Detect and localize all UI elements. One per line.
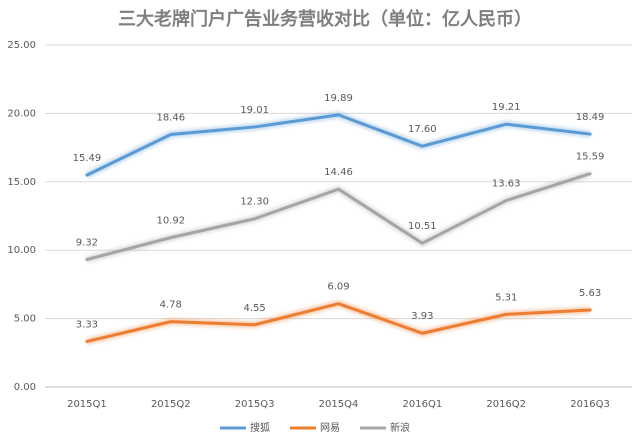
series-line [85,172,592,262]
x-tick-label: 2015Q1 [67,399,107,410]
data-label: 17.60 [408,124,437,135]
y-tick-label: 15.00 [7,177,36,188]
data-label: 4.78 [160,300,182,311]
data-label: 3.33 [76,319,98,330]
y-tick-label: 0.00 [14,382,36,393]
y-tick-label: 10.00 [7,245,36,256]
series-line [85,113,592,177]
chart-title: 三大老牌门户广告业务营收对比（单位：亿人民币） [118,8,532,30]
data-label: 18.49 [576,112,605,123]
data-label: 5.31 [495,292,517,303]
data-label: 19.01 [240,105,269,116]
x-tick-label: 2015Q2 [151,399,191,410]
data-label: 15.49 [73,153,102,164]
data-label: 18.46 [156,112,185,123]
data-label: 3.93 [411,311,433,322]
data-label: 4.55 [244,303,266,314]
x-tick-label: 2015Q3 [235,399,275,410]
x-tick-label: 2016Q3 [570,399,610,410]
data-label: 14.46 [324,167,353,178]
series-line [85,302,592,343]
x-tick-label: 2016Q1 [403,399,443,410]
data-label: 6.09 [327,282,349,293]
data-label: 15.59 [576,152,605,163]
data-label: 19.21 [492,102,521,113]
legend-label: 搜狐 [250,421,270,434]
data-label: 10.92 [156,216,185,227]
x-tick-label: 2016Q2 [486,399,526,410]
data-label: 9.32 [76,238,98,249]
y-tick-label: 25.00 [7,40,36,51]
legend-label: 新浪 [390,421,410,434]
data-label: 10.51 [408,221,437,232]
data-label: 19.89 [324,93,353,104]
x-tick-label: 2015Q4 [319,399,359,410]
data-label: 12.30 [240,197,269,208]
y-tick-label: 5.00 [14,314,36,325]
data-label: 13.63 [492,179,521,190]
legend-label: 网易 [320,422,340,434]
data-label: 5.63 [579,288,601,299]
y-tick-label: 20.00 [7,108,36,119]
